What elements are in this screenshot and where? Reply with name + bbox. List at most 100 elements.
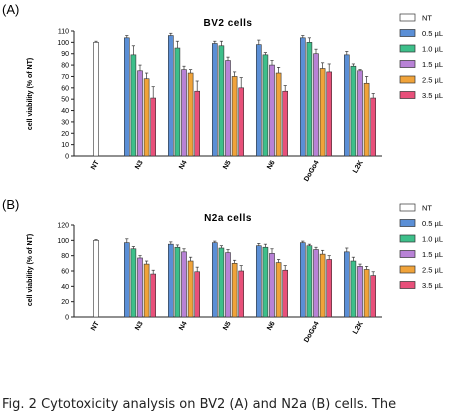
legend-label: 3.5 µL [422,91,443,100]
bar-l2k-5 [370,275,377,318]
bar-n5-3 [225,252,231,318]
bar-n4-4 [187,260,194,318]
bar-n3-4 [143,263,150,318]
y-tick-label: 50 [61,97,69,104]
y-tick-label: 20 [61,131,69,138]
bar-n6-1 [255,44,262,157]
x-tick-label: N4 [178,159,189,170]
y-tick-label: 20 [61,299,69,306]
bar-n6-1 [255,245,262,318]
x-tick-label: N5 [222,320,233,331]
y-tick-label: 0 [65,315,69,322]
y-tick-label: 40 [61,108,69,115]
x-tick-label: N4 [178,320,189,331]
x-tick-label: NT [90,159,101,171]
bar-n4-2 [174,47,181,157]
chart-title: N2a cells [204,213,252,224]
bar-n4-3 [181,69,187,157]
y-tick-label: 100 [57,40,69,47]
figure-caption: Fig. 2 Cytotoxicity analysis on BV2 (A) … [2,397,397,412]
legend-label: 3.5 µL [422,281,443,290]
bar-n4-2 [174,246,181,318]
legend-label: 0.5 µL [422,29,443,38]
legend-label: 1.5 µL [422,60,443,69]
bar-n3-1 [124,242,130,318]
y-tick-label: 10 [61,142,69,149]
chart-title: BV2 cells [204,18,253,29]
bar-n3-3 [137,70,143,157]
y-axis-label: cell viability (% of NT) [27,58,34,130]
y-tick-label: 30 [61,119,69,126]
bar-n6-5 [282,269,289,318]
bar-n6-3 [269,64,275,157]
legend-label: 2.5 µL [422,76,443,85]
bar-n6-3 [269,253,275,318]
y-tick-label: 80 [61,63,69,70]
bar-nt-0 [93,240,99,318]
x-tick-label: L2K [352,160,365,175]
y-tick-label: 90 [61,51,69,58]
legend-swatch [399,44,416,53]
bar-n4-5 [194,90,200,157]
y-tick-label: 120 [57,223,69,230]
bar-dogo4-4 [319,68,326,157]
panel-a: (A) BV2 cells cell viability (% of NT) 0 10 2… [2,2,443,183]
y-tick-label: 40 [61,284,69,291]
bar-n6-5 [282,90,289,157]
x-tick-label: DoGo4 [303,159,321,182]
x-tick-label: N6 [266,320,277,331]
bar-n4-5 [194,271,200,318]
legend-swatch [399,75,416,84]
bar-n5-4 [231,263,238,318]
x-tick-label: DoGo4 [303,320,321,343]
bar-l2k-2 [350,65,357,157]
x-tick-label: N6 [266,159,277,170]
bar-n3-2 [130,248,137,318]
bar-dogo4-2 [306,42,313,157]
bar-n3-2 [130,54,137,157]
bar-n3-5 [150,97,156,157]
bar-n5-1 [212,242,218,318]
bar-n6-2 [262,246,269,318]
legend-swatch [399,234,416,243]
legend-swatch [399,281,416,289]
bar-dogo4-3 [313,53,319,157]
bar-dogo4-4 [319,253,326,318]
y-tick-label: 60 [61,269,69,276]
y-tick-label: 70 [61,74,69,81]
x-tick-label: L2K [352,321,365,336]
panel-label: (B) [2,197,19,212]
bar-dogo4-1 [299,37,306,157]
x-tick-label: N3 [134,320,145,331]
y-tick-label: 0 [65,154,69,161]
legend-swatch [399,203,416,212]
bar-n3-1 [124,37,130,157]
bar-n5-2 [218,247,225,318]
y-tick-label: 100 [57,238,69,245]
bar-dogo4-2 [306,245,313,318]
bar-l2k-4 [363,269,370,318]
bar-l2k-2 [350,260,357,318]
bar-dogo4-5 [326,71,333,157]
bar-l2k-4 [363,82,370,157]
bar-n3-3 [137,257,143,318]
bar-n3-4 [143,78,150,157]
bar-n4-1 [168,243,174,318]
x-tick-label: NT [90,320,101,332]
bar-l2k-1 [343,54,350,157]
bar-dogo4-1 [299,242,306,318]
bar-n4-4 [187,72,194,157]
bar-n5-1 [212,43,218,157]
bar-l2k-5 [370,97,377,157]
legend-swatch [399,219,416,227]
legend-swatch [399,13,416,22]
legend-label: 0.5 µL [422,219,443,228]
bar-nt-0 [93,42,99,157]
y-tick-label: 60 [61,85,69,92]
bar-n5-3 [225,60,231,157]
bar-n5-5 [238,270,244,318]
bar-n5-4 [231,76,238,157]
legend-swatch [399,265,416,274]
legend-swatch [399,91,416,99]
